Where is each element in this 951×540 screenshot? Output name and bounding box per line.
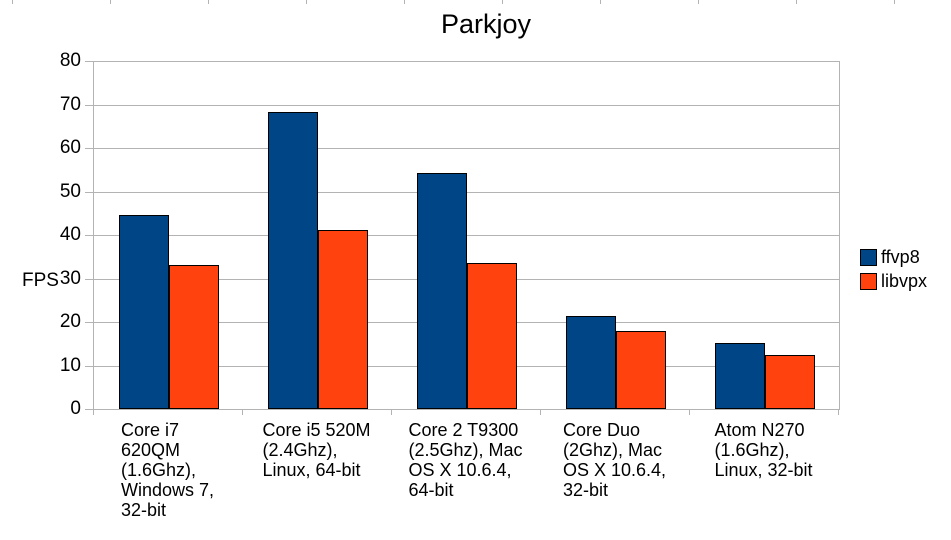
y-tick (85, 61, 94, 62)
bar-libvpx-3 (615, 331, 666, 409)
x-category-text: Atom N270 (1.6Ghz), Linux, 32-bit (714, 420, 813, 480)
x-category-label-4: Atom N270 (1.6Ghz), Linux, 32-bit (689, 420, 838, 480)
ruler-tick (110, 0, 111, 4)
chart-title: Parkjoy (440, 9, 532, 39)
x-tick (391, 410, 392, 415)
bar-ffvp8-1 (267, 111, 318, 409)
bar-libvpx-4 (764, 354, 815, 409)
bar-libvpx-1 (317, 230, 368, 409)
x-tick (540, 410, 541, 415)
ruler-tick (600, 0, 601, 4)
y-tick (85, 409, 94, 410)
x-category-label-3: Core Duo (2Ghz), Mac OS X 10.6.4, 32-bit (540, 420, 689, 500)
y-tick (85, 322, 94, 323)
gridline (94, 235, 839, 236)
legend-swatch-libvpx (860, 272, 877, 290)
x-category-text: Core i5 520M (2.4Ghz), Linux, 64-bit (262, 420, 371, 480)
legend-item-libvpx: libvpx (860, 272, 927, 290)
y-tick-label: 60 (59, 137, 81, 158)
y-tick (85, 235, 94, 236)
legend-label-libvpx: libvpx (881, 271, 928, 291)
gridline (94, 148, 839, 149)
ruler-tick (404, 0, 405, 4)
bar-libvpx-0 (168, 265, 219, 409)
y-tick-label: 50 (59, 180, 81, 202)
x-category-text: Core 2 T9300 (2.5Ghz), Mac OS X 10.6.4, … (408, 420, 523, 500)
x-tick (242, 410, 243, 415)
x-tick (689, 410, 690, 415)
x-tick (838, 410, 839, 415)
ruler-tick (208, 0, 209, 4)
ruler-tick (306, 0, 307, 4)
plot-area (93, 61, 840, 410)
y-tick-label: 20 (59, 311, 81, 332)
ruler-tick (12, 0, 13, 4)
ruler-tick (894, 0, 895, 4)
y-tick (85, 191, 94, 193)
x-category-label-0: Core i7 620QM (1.6Ghz), Windows 7, 32-bi… (93, 420, 242, 520)
ruler-tick (502, 0, 503, 4)
legend-swatch-ffvp8 (860, 248, 877, 266)
y-tick-label: 10 (59, 354, 81, 376)
y-tick-label: 30 (59, 267, 81, 289)
gridline (94, 104, 839, 106)
y-tick (85, 278, 94, 280)
y-tick-label: 0 (70, 398, 81, 419)
legend-label-ffvp8: ffvp8 (881, 247, 920, 267)
bar-ffvp8-4 (714, 342, 765, 409)
y-axis-title: FPS (22, 270, 59, 291)
bar-ffvp8-3 (565, 316, 616, 409)
ruler-tick (698, 0, 699, 4)
bar-libvpx-2 (466, 262, 517, 409)
y-tick (85, 104, 94, 106)
legend: ffvp8 libvpx (860, 248, 927, 296)
y-tick-label: 80 (59, 50, 81, 71)
y-tick (85, 148, 94, 149)
y-tick-label: 70 (59, 93, 81, 115)
legend-item-ffvp8: ffvp8 (860, 248, 927, 266)
ruler-tick (796, 0, 797, 4)
x-category-label-2: Core 2 T9300 (2.5Ghz), Mac OS X 10.6.4, … (391, 420, 540, 500)
bar-ffvp8-2 (416, 173, 467, 409)
y-tick-label: 40 (59, 224, 81, 245)
x-category-label-1: Core i5 520M (2.4Ghz), Linux, 64-bit (242, 420, 391, 480)
gridline (94, 61, 839, 62)
y-tick (85, 365, 94, 367)
x-category-text: Core i7 620QM (1.6Ghz), Windows 7, 32-bi… (120, 420, 215, 520)
x-tick (93, 410, 94, 415)
bar-ffvp8-0 (118, 215, 169, 409)
x-category-text: Core Duo (2Ghz), Mac OS X 10.6.4, 32-bit (562, 420, 667, 500)
gridline (94, 191, 839, 193)
